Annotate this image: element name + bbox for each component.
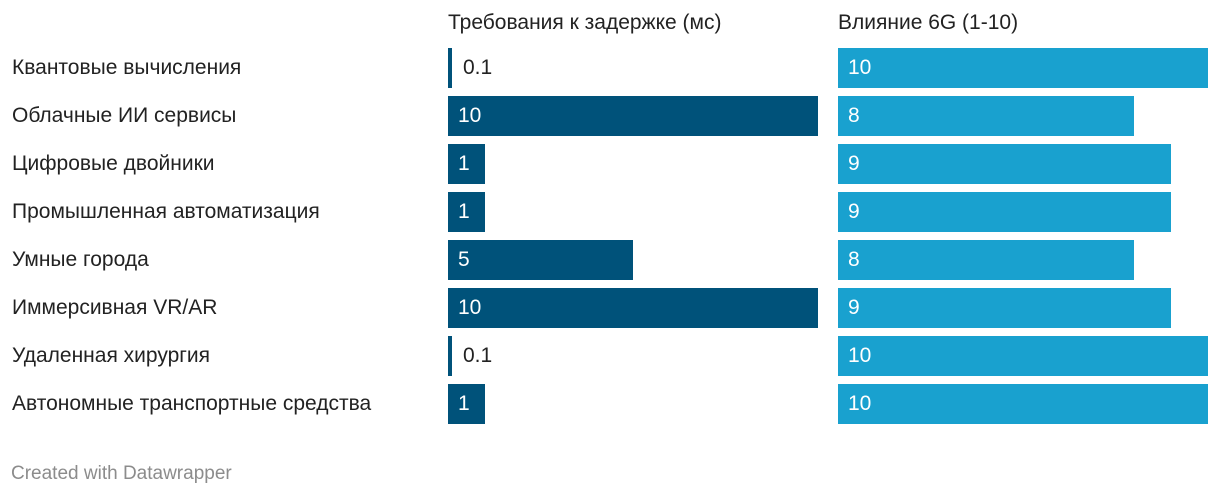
bar-series-1 xyxy=(448,192,485,232)
value-label: 9 xyxy=(848,200,860,223)
value-label: 1 xyxy=(458,152,470,175)
value-label: 10 xyxy=(848,56,872,79)
bar-series-2 xyxy=(838,192,1171,232)
value-label: 0.1 xyxy=(463,344,493,367)
bar-series-1 xyxy=(448,96,818,136)
value-label: 9 xyxy=(848,152,860,175)
value-label: 1 xyxy=(458,200,470,223)
category-label: Промышленная автоматизация xyxy=(12,200,320,223)
value-label: 10 xyxy=(848,392,872,415)
value-label: 10 xyxy=(848,344,872,367)
category-label: Автономные транспортные средства xyxy=(12,392,372,415)
value-label: 8 xyxy=(848,104,860,127)
value-label: 8 xyxy=(848,248,860,271)
bar-series-2 xyxy=(838,288,1171,328)
column-header-latency: Требования к задержке (мс) xyxy=(448,11,722,34)
bar-series-1 xyxy=(448,384,485,424)
bar-series-2 xyxy=(838,48,1208,88)
bar-series-1 xyxy=(448,336,452,376)
value-label: 5 xyxy=(458,248,470,271)
category-label: Облачные ИИ сервисы xyxy=(12,104,237,127)
bar-series-2 xyxy=(838,144,1171,184)
bar-series-2 xyxy=(838,96,1134,136)
bar-series-1 xyxy=(448,240,633,280)
value-label: 10 xyxy=(458,296,482,319)
bar-series-2 xyxy=(838,240,1134,280)
column-header-6g-impact: Влияние 6G (1-10) xyxy=(838,11,1019,34)
value-label: 10 xyxy=(458,104,482,127)
category-label: Квантовые вычисления xyxy=(12,56,242,79)
category-label: Умные города xyxy=(12,248,149,271)
category-label: Удаленная хирургия xyxy=(12,344,211,367)
bar-series-1 xyxy=(448,144,485,184)
bar-series-2 xyxy=(838,336,1208,376)
footer-credit: Created with Datawrapper xyxy=(11,463,232,484)
bar-series-1 xyxy=(448,48,452,88)
value-label: 9 xyxy=(848,296,860,319)
value-label: 1 xyxy=(458,392,470,415)
bar-series-2 xyxy=(838,384,1208,424)
value-label: 0.1 xyxy=(463,56,493,79)
category-label: Цифровые двойники xyxy=(12,152,215,175)
bar-series-1 xyxy=(448,288,818,328)
category-label: Иммерсивная VR/AR xyxy=(12,296,218,319)
